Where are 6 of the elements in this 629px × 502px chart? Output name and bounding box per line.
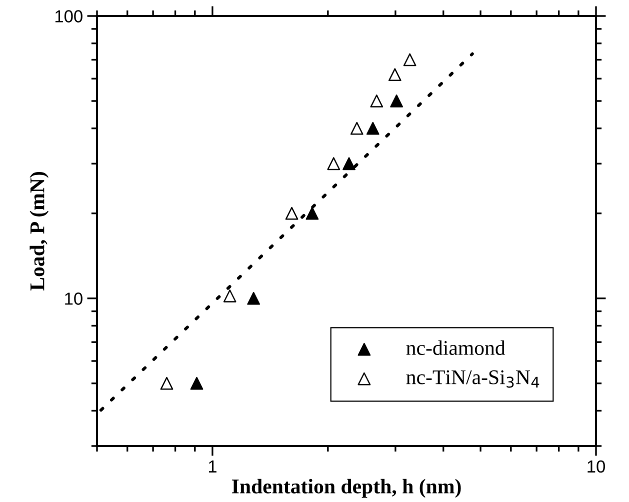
legend-label: nc-diamond [406,340,506,356]
x-axis-title: Indentation depth, h (nm) [232,478,461,498]
y-axis-title: Load, P (mN) [30,172,49,291]
legend-label: nc-TiN/a-Si$_{3}$N$_{4}$ [406,370,540,388]
y-tick-label: 100 [55,10,82,22]
x-tick-label: 1 [208,460,216,472]
